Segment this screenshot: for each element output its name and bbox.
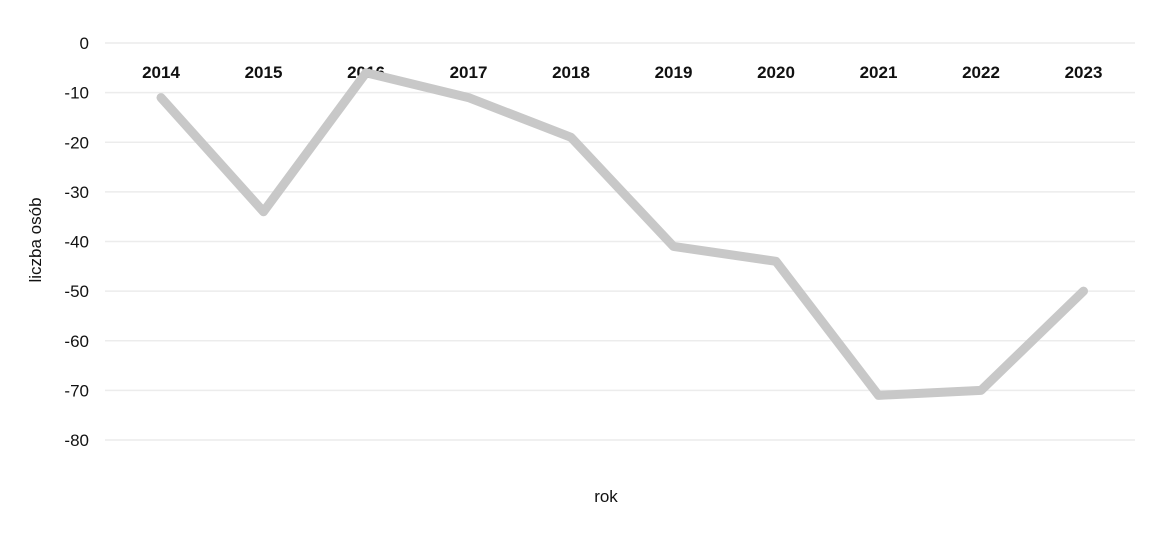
y-tick-label: -80 <box>64 431 89 450</box>
y-tick-label: -70 <box>64 381 89 400</box>
data-point <box>261 209 266 214</box>
x-category-label: 2022 <box>962 63 1000 82</box>
series-line <box>156 68 1088 400</box>
data-point <box>876 393 881 398</box>
y-axis-title: liczba osób <box>26 197 45 282</box>
y-tick-label: -10 <box>64 84 89 103</box>
x-category-label: 2018 <box>552 63 590 82</box>
data-point <box>774 259 778 264</box>
chart-area <box>9 0 1157 550</box>
data-point <box>364 70 368 75</box>
data-point <box>159 95 163 100</box>
x-category-label: 2017 <box>450 63 488 82</box>
data-point <box>466 95 471 100</box>
series-group <box>156 68 1088 400</box>
y-tick-labels: 0 -10 -20 -30 -40 -50 -60 -70 -80 <box>64 34 89 450</box>
y-tick-label: -20 <box>64 133 89 152</box>
x-category-label: 2014 <box>142 63 180 82</box>
x-category-label: 2015 <box>245 63 283 82</box>
x-category-label: 2021 <box>860 63 898 82</box>
x-category-label: 2019 <box>655 63 693 82</box>
x-category-label: 2020 <box>757 63 795 82</box>
y-tick-label: 0 <box>80 34 89 53</box>
x-category-label: 2023 <box>1065 63 1103 82</box>
y-tick-label: -30 <box>64 183 89 202</box>
y-tick-label: -40 <box>64 233 89 252</box>
data-point <box>569 135 573 140</box>
x-axis-title: rok <box>594 487 618 506</box>
y-tick-label: -50 <box>64 282 89 301</box>
data-point <box>671 244 676 249</box>
data-point <box>1081 289 1086 294</box>
y-tick-label: -60 <box>64 332 89 351</box>
data-point <box>979 388 983 393</box>
